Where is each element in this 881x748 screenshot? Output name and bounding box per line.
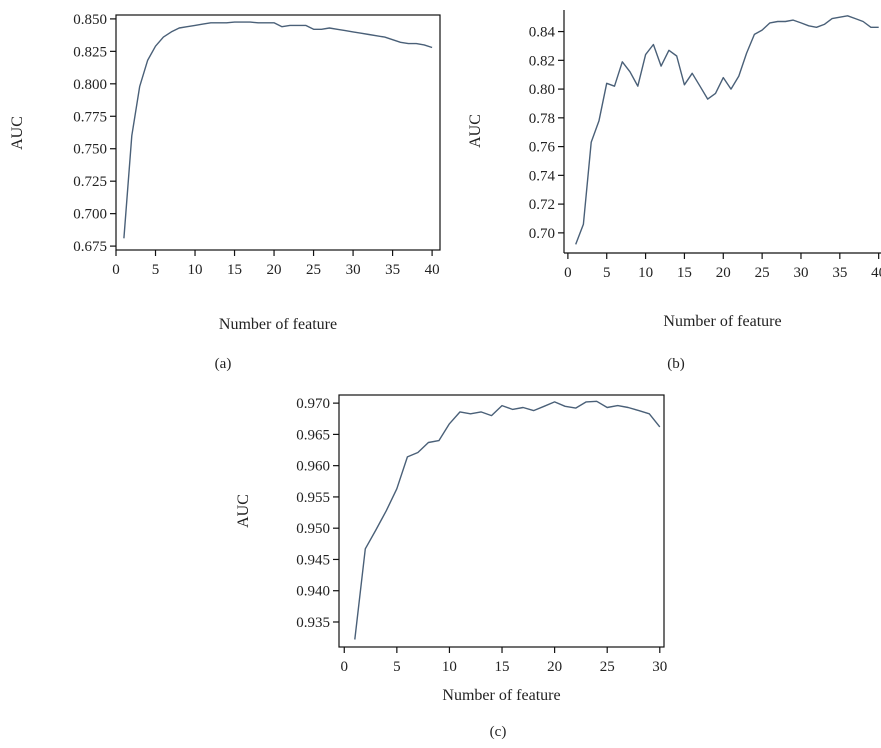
x-tick-label: 20	[716, 265, 731, 281]
series-line	[123, 21, 433, 239]
x-axis-label: Number of feature	[442, 687, 560, 704]
y-tick-label: 0.775	[73, 109, 107, 125]
series-line	[354, 400, 661, 640]
x-tick-label: 20	[547, 659, 562, 675]
y-tick-label: 0.945	[296, 552, 330, 568]
y-tick-label: 0.84	[529, 25, 556, 41]
x-tick-label: 25	[755, 265, 770, 281]
y-tick-label: 0.82	[529, 53, 555, 69]
panel-caption: (c)	[490, 724, 507, 740]
chart-panel-b: 0 5 10 15 20 25 30 35 40 0.70 0.72 0.74 0.76 0.78 0.80…	[467, 10, 881, 372]
x-tick-label: 15	[495, 659, 510, 675]
plot-frame	[338, 394, 665, 648]
x-tick-label: 5	[603, 265, 611, 281]
y-axis-label: AUC	[9, 116, 26, 150]
x-tick-label: 35	[832, 265, 847, 281]
x-tick-label: 5	[393, 659, 401, 675]
y-tick-label: 0.72	[529, 197, 555, 213]
y-tick-label: 0.950	[296, 521, 330, 537]
x-tick-label: 0	[112, 262, 120, 278]
y-tick-label: 0.965	[296, 427, 330, 443]
y-tick-label: 0.80	[529, 82, 555, 98]
x-axis-label: Number of feature	[663, 313, 781, 330]
plot-frame	[115, 14, 441, 251]
x-tick-label: 0	[341, 659, 349, 675]
y-tick-label: 0.940	[296, 584, 330, 600]
y-tick-label: 0.970	[296, 396, 330, 412]
x-tick-label: 30	[346, 262, 361, 278]
y-tick-label: 0.70	[529, 226, 555, 242]
y-axis-label: AUC	[467, 114, 484, 148]
chart-panel-c: 0 5 10 15 20 25 30 0.935 0.940 0.945 0.950 0.955 0.9…	[235, 394, 667, 740]
y-tick-label: 0.74	[529, 168, 556, 184]
chart-panel-a: 0 5 10 15 20 25 30 35 40 0.675 0.700 0.725 0.750 0.77…	[9, 12, 441, 372]
x-tick-label: 15	[227, 262, 242, 278]
x-tick-label: 20	[267, 262, 282, 278]
x-tick-label: 40	[871, 265, 881, 281]
y-tick-label: 0.800	[73, 77, 107, 93]
y-tick-label: 0.725	[73, 174, 107, 190]
y-tick-label: 0.700	[73, 207, 107, 223]
y-tick-label: 0.825	[73, 44, 107, 60]
y-tick-label: 0.675	[73, 239, 107, 255]
panel-caption: (b)	[667, 356, 685, 372]
x-axis-label: Number of feature	[219, 316, 337, 333]
y-tick-label: 0.955	[296, 490, 330, 506]
x-tick-label: 25	[600, 659, 615, 675]
y-tick-label: 0.935	[296, 615, 330, 631]
x-tick-label: 10	[638, 265, 653, 281]
y-tick-label: 0.78	[529, 111, 555, 127]
x-tick-label: 15	[677, 265, 692, 281]
y-tick-label: 0.960	[296, 459, 330, 475]
x-tick-label: 10	[442, 659, 457, 675]
y-tick-label: 0.750	[73, 142, 107, 158]
x-tick-label: 30	[793, 265, 808, 281]
x-tick-label: 35	[385, 262, 400, 278]
y-tick-label: 0.850	[73, 12, 107, 28]
panel-caption: (a)	[215, 356, 232, 372]
y-tick-label: 0.76	[529, 140, 556, 156]
x-tick-label: 5	[152, 262, 160, 278]
x-tick-label: 30	[652, 659, 667, 675]
series-line	[575, 15, 879, 245]
x-tick-label: 0	[564, 265, 572, 281]
x-tick-label: 40	[425, 262, 440, 278]
y-axis-label: AUC	[235, 494, 252, 528]
x-tick-label: 25	[306, 262, 321, 278]
x-tick-label: 10	[188, 262, 203, 278]
